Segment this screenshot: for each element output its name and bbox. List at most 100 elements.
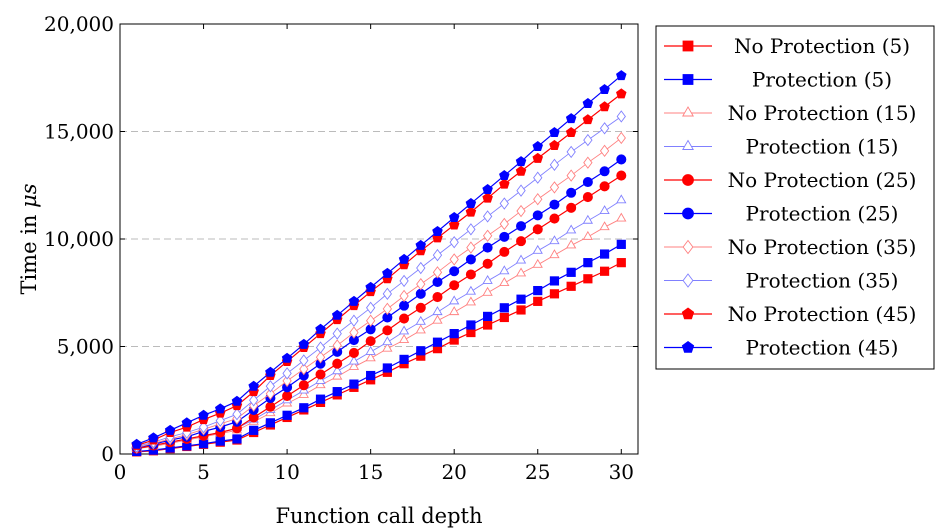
- data-point: [315, 351, 326, 364]
- data-point: [365, 301, 376, 315]
- data-point: [365, 352, 376, 362]
- data-point: [616, 154, 627, 165]
- legend-item: Protection (35): [664, 269, 898, 293]
- data-point: [416, 277, 426, 291]
- data-point: [582, 177, 593, 188]
- data-point: [482, 274, 493, 284]
- y-tick-label: 15,000: [44, 120, 114, 144]
- data-point: [549, 139, 560, 150]
- data-point: [599, 101, 610, 112]
- data-point: [449, 236, 459, 249]
- data-point: [533, 193, 543, 206]
- x-tick-label: 5: [197, 460, 210, 484]
- legend-item: No Protection (5): [664, 34, 910, 58]
- data-point: [449, 280, 460, 291]
- data-point: [148, 432, 159, 443]
- legend-label: No Protection (35): [728, 235, 917, 259]
- x-tick-label: 20: [441, 460, 466, 484]
- legend-label: Protection (25): [746, 202, 899, 226]
- data-point: [298, 338, 310, 349]
- legend-marker: [682, 139, 694, 150]
- legend-item: Protection (45): [664, 336, 898, 360]
- data-point: [532, 141, 544, 152]
- data-point: [482, 210, 493, 223]
- data-point: [465, 197, 477, 209]
- data-point: [516, 294, 526, 304]
- data-point: [482, 286, 493, 296]
- data-point: [348, 360, 360, 370]
- data-point: [599, 181, 610, 192]
- data-point: [582, 114, 594, 125]
- x-tick-label: 30: [609, 460, 634, 484]
- y-axis-label-prefix: Time in: [17, 208, 41, 295]
- data-point: [315, 323, 326, 334]
- data-point: [382, 363, 392, 373]
- x-axis-label: Function call depth: [275, 504, 482, 528]
- data-point: [566, 267, 576, 277]
- data-point: [616, 131, 626, 145]
- data-point: [232, 434, 242, 444]
- data-point: [365, 345, 376, 355]
- data-point: [465, 254, 476, 265]
- legend-label: Protection (15): [746, 135, 899, 159]
- series-line: [136, 218, 622, 450]
- data-point: [382, 302, 393, 316]
- data-point: [616, 239, 626, 249]
- data-point: [516, 184, 526, 197]
- data-point: [549, 249, 560, 259]
- data-point: [616, 170, 627, 181]
- data-point: [582, 230, 594, 240]
- data-point: [566, 239, 577, 249]
- data-point: [332, 370, 343, 380]
- legend-box: [655, 25, 935, 370]
- legend-item: No Protection (25): [664, 168, 916, 192]
- data-point: [516, 236, 527, 247]
- data-point: [265, 380, 276, 393]
- data-point: [599, 266, 610, 276]
- data-point: [299, 403, 309, 413]
- data-point: [315, 374, 326, 384]
- data-point: [499, 303, 509, 313]
- data-point: [465, 285, 477, 295]
- data-point: [415, 324, 426, 334]
- data-point: [299, 362, 309, 376]
- data-point: [515, 165, 527, 176]
- data-point: [382, 287, 393, 301]
- data-point: [432, 337, 443, 347]
- data-point: [432, 276, 443, 288]
- y-tick-label: 10,000: [44, 227, 114, 251]
- legend-item: No Protection (15): [664, 101, 916, 125]
- series-layer: [131, 70, 627, 457]
- data-point: [432, 248, 443, 262]
- series-line: [136, 93, 622, 446]
- data-point: [332, 358, 343, 369]
- data-point: [582, 214, 594, 224]
- data-point: [532, 258, 543, 268]
- data-point: [282, 374, 292, 388]
- data-point: [248, 380, 259, 391]
- data-point: [299, 354, 309, 367]
- data-point: [499, 170, 510, 181]
- data-point: [298, 388, 309, 398]
- data-point: [432, 225, 443, 236]
- y-axis-label: Time in μs: [17, 183, 41, 294]
- series-9: [131, 88, 627, 450]
- data-point: [215, 414, 225, 427]
- legend: No Protection (5) Protection (5) No Protec…: [655, 25, 935, 370]
- x-tick-label: 0: [114, 460, 127, 484]
- data-point: [399, 300, 410, 311]
- data-point: [415, 288, 426, 299]
- data-point: [315, 341, 326, 354]
- data-point: [365, 281, 376, 292]
- y-tick-label: 0: [101, 442, 114, 466]
- data-point: [232, 408, 242, 421]
- data-point: [448, 219, 460, 230]
- data-point: [482, 229, 493, 242]
- data-point: [181, 417, 193, 428]
- data-point: [465, 206, 477, 217]
- data-point: [465, 269, 476, 280]
- data-point: [599, 205, 610, 215]
- data-point: [432, 306, 443, 316]
- legend-marker: [682, 40, 694, 52]
- data-point: [332, 327, 342, 340]
